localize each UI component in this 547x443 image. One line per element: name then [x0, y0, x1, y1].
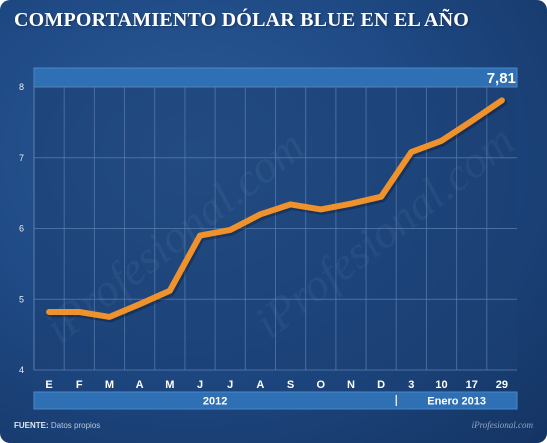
x-tick-label: S	[287, 379, 294, 391]
header-band	[33, 67, 518, 88]
brand-credit: iProfesional.com	[471, 420, 533, 430]
x-tick-label: J	[197, 379, 203, 391]
y-tick-label: 4	[19, 365, 24, 375]
x-tick-label: D	[377, 379, 385, 391]
group-label: Enero 2013	[427, 396, 486, 408]
group-label: 2012	[203, 396, 227, 408]
x-tick-label: E	[45, 379, 52, 391]
series-line	[46, 97, 505, 320]
x-tick-label: M	[105, 379, 114, 391]
x-tick-label: O	[317, 379, 326, 391]
y-tick-label: 5	[19, 294, 24, 304]
last-value-label: 7,81	[487, 70, 516, 87]
x-tick-label: M	[165, 379, 174, 391]
source-label: FUENTE:	[14, 421, 49, 430]
x-tick-label: J	[227, 379, 233, 391]
y-tick-label: 6	[19, 224, 24, 234]
x-tick-label: 3	[408, 379, 414, 391]
x-tick-label: F	[76, 379, 83, 391]
chart-title: COMPORTAMIENTO DÓLAR BLUE EN EL AÑO	[14, 9, 470, 31]
source-note: FUENTE: Datos propios	[14, 421, 100, 430]
x-tick-label: A	[136, 379, 144, 391]
source-text: Datos propios	[50, 421, 101, 430]
y-tick-label: 8	[19, 82, 24, 92]
x-tick-label: 17	[466, 379, 478, 391]
x-tick-label: N	[347, 379, 355, 391]
x-tick-label: A	[256, 379, 264, 391]
x-tick-label: 10	[435, 379, 447, 391]
y-tick-label: 7	[19, 153, 24, 163]
x-tick-label: 29	[496, 379, 508, 391]
